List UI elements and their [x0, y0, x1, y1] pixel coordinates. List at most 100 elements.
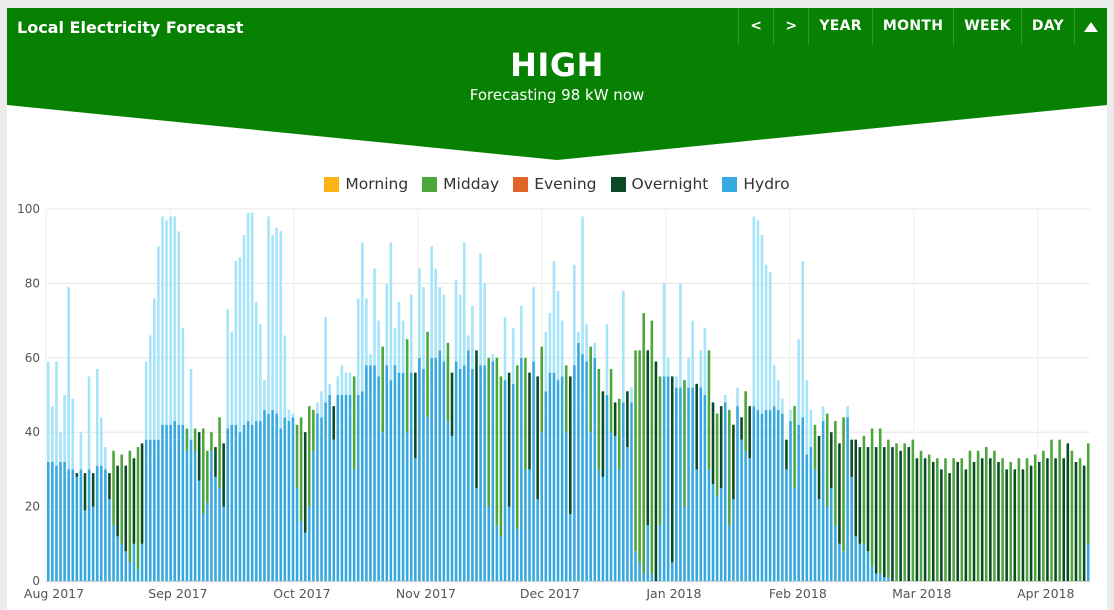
- bar-hydro: [230, 443, 234, 581]
- bar-hydro: [728, 525, 731, 581]
- bar-hydro-peak: [348, 372, 352, 395]
- bar-midday: [295, 424, 299, 488]
- bar-overnight: [626, 391, 629, 448]
- bar-hydro: [226, 450, 230, 581]
- bar-hydro-peak: [316, 402, 319, 414]
- bar-hydro: [752, 413, 756, 581]
- bar-hydro-peak: [703, 328, 707, 395]
- bar-hydro: [552, 402, 556, 581]
- bar-hydro: [169, 424, 172, 444]
- bar-hydro: [177, 439, 181, 581]
- bar-hydro: [340, 395, 344, 422]
- y-tick-label: 80: [25, 276, 40, 290]
- legend-item-morning[interactable]: Morning: [324, 175, 408, 193]
- bar-hydro: [324, 413, 327, 581]
- bar-hydro: [401, 395, 405, 581]
- bar-hydro-peak: [409, 294, 413, 373]
- bar-overnight: [866, 447, 870, 552]
- bar-hydro-peak: [287, 409, 291, 422]
- legend-item-evening[interactable]: Evening: [513, 175, 597, 193]
- bar-hydro: [462, 365, 466, 388]
- bar-hydro: [238, 432, 242, 444]
- bar-midday: [609, 368, 613, 433]
- bar-hydro: [422, 391, 425, 581]
- bar-midday: [487, 357, 491, 507]
- bar-hydro: [430, 391, 433, 581]
- bar-hydro: [153, 439, 156, 451]
- chart-legend: Morning Midday Evening Overnight Hydro: [0, 175, 1114, 193]
- bar-hydro: [605, 395, 609, 414]
- bar-hydro: [467, 376, 470, 581]
- bar-hydro: [442, 361, 446, 388]
- bar-overnight: [108, 473, 111, 500]
- bar-overnight: [719, 406, 723, 488]
- bar-hydro: [630, 402, 633, 433]
- year-button[interactable]: YEAR: [808, 8, 872, 45]
- bar-midday: [903, 443, 906, 581]
- bar-hydro-peak: [483, 283, 486, 366]
- bar-hydro-peak: [173, 216, 176, 422]
- bar-hydro: [71, 476, 75, 581]
- bar-hydro: [51, 461, 54, 474]
- bar-hydro: [397, 395, 401, 581]
- bar-hydro: [291, 417, 295, 433]
- bar-hydro-peak: [585, 324, 588, 362]
- bar-hydro: [462, 387, 466, 581]
- bar-midday: [446, 342, 450, 422]
- bar-overnight: [332, 406, 336, 440]
- legend-item-midday[interactable]: Midday: [422, 175, 499, 193]
- prev-button[interactable]: <: [738, 8, 773, 45]
- bar-hydro-peak: [389, 242, 393, 381]
- bar-hydro: [393, 365, 397, 403]
- legend-item-hydro[interactable]: Hydro: [722, 175, 790, 193]
- bar-hydro-peak: [438, 287, 442, 351]
- bar-hydro: [789, 421, 792, 433]
- month-button[interactable]: MONTH: [871, 8, 953, 45]
- bar-midday: [564, 365, 568, 433]
- bar-hydro-peak: [104, 447, 107, 470]
- bar-hydro: [104, 480, 107, 581]
- bar-hydro: [185, 450, 189, 581]
- week-button[interactable]: WEEK: [953, 8, 1021, 45]
- bar-hydro: [254, 424, 258, 581]
- bar-hydro: [691, 432, 694, 581]
- bar-hydro: [768, 409, 772, 425]
- legend-label-morning: Morning: [345, 175, 409, 193]
- bar-hydro-peak: [752, 216, 756, 407]
- bar-hydro: [581, 354, 584, 399]
- bar-hydro-peak: [544, 331, 548, 392]
- bar-hydro: [719, 488, 723, 581]
- bar-hydro: [666, 376, 670, 425]
- bar-midday: [960, 458, 964, 581]
- bar-hydro-peak: [144, 361, 148, 440]
- bar-hydro: [617, 469, 621, 581]
- bar-hydro: [577, 406, 580, 581]
- legend-label-overnight: Overnight: [631, 175, 709, 193]
- bar-hydro: [373, 395, 376, 581]
- next-button[interactable]: >: [773, 8, 808, 45]
- bar-hydro-peak: [234, 261, 238, 425]
- bar-hydro-peak: [275, 227, 278, 414]
- bar-overnight: [695, 383, 698, 470]
- bar-hydro-peak: [148, 335, 152, 440]
- bar-hydro: [361, 406, 364, 581]
- forecast-subtitle: Forecasting 98 kW now: [469, 86, 645, 104]
- day-button[interactable]: DAY: [1020, 8, 1074, 45]
- bar-overnight: [91, 473, 95, 507]
- bar-hydro: [589, 432, 592, 581]
- bar-hydro: [316, 432, 319, 581]
- collapse-button[interactable]: [1074, 8, 1107, 45]
- bar-hydro: [442, 387, 446, 581]
- bar-hydro: [369, 398, 372, 581]
- legend-item-overnight[interactable]: Overnight: [610, 175, 709, 193]
- bar-hydro: [295, 488, 299, 581]
- bar-hydro: [487, 506, 491, 581]
- bar-hydro: [638, 562, 641, 581]
- bar-hydro-peak: [511, 328, 515, 384]
- bar-hydro: [495, 525, 499, 581]
- bar-midday: [683, 380, 686, 507]
- bar-hydro: [47, 476, 50, 581]
- bar-hydro-peak: [503, 316, 507, 381]
- bar-hydro-peak: [418, 268, 421, 358]
